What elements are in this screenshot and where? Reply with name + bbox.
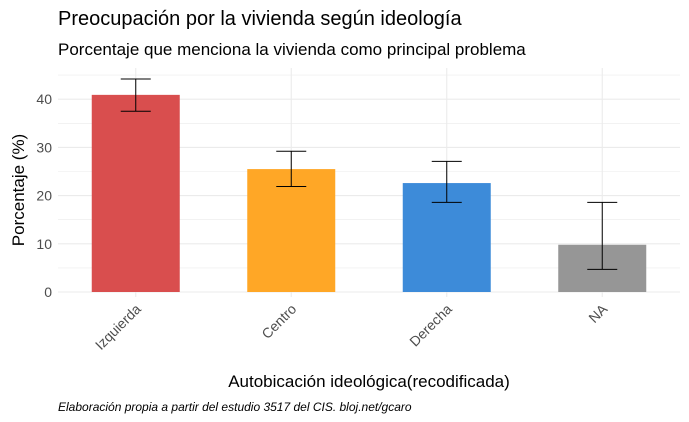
error-bar-izquierda (120, 78, 151, 112)
x-tick-label: Izquierda (92, 301, 144, 353)
bar-centro (247, 169, 336, 292)
x-tick-label: Derecha (406, 301, 455, 350)
y-tick-label: 40 (36, 91, 52, 107)
chart-subtitle: Porcentaje que menciona la vivienda como… (58, 40, 526, 59)
chart-title: Preocupación por la vivienda según ideol… (58, 8, 462, 30)
y-tick-label: 0 (44, 284, 52, 300)
error-bar-na (587, 201, 618, 270)
y-axis-label: Porcentaje (%) (9, 134, 28, 246)
y-tick-label: 20 (36, 188, 52, 204)
bar-izquierda (91, 94, 180, 292)
error-bar-derecha (431, 160, 462, 203)
y-tick-label: 10 (36, 236, 52, 252)
x-tick-label: NA (585, 300, 611, 326)
y-tick-label: 30 (36, 139, 52, 155)
error-bar-centro (276, 150, 307, 187)
chart-caption: Elaboración propia a partir del estudio … (58, 400, 412, 414)
x-tick-label: Centro (258, 301, 299, 342)
x-axis-label: Autobicación ideológica(recodificada) (228, 372, 510, 391)
